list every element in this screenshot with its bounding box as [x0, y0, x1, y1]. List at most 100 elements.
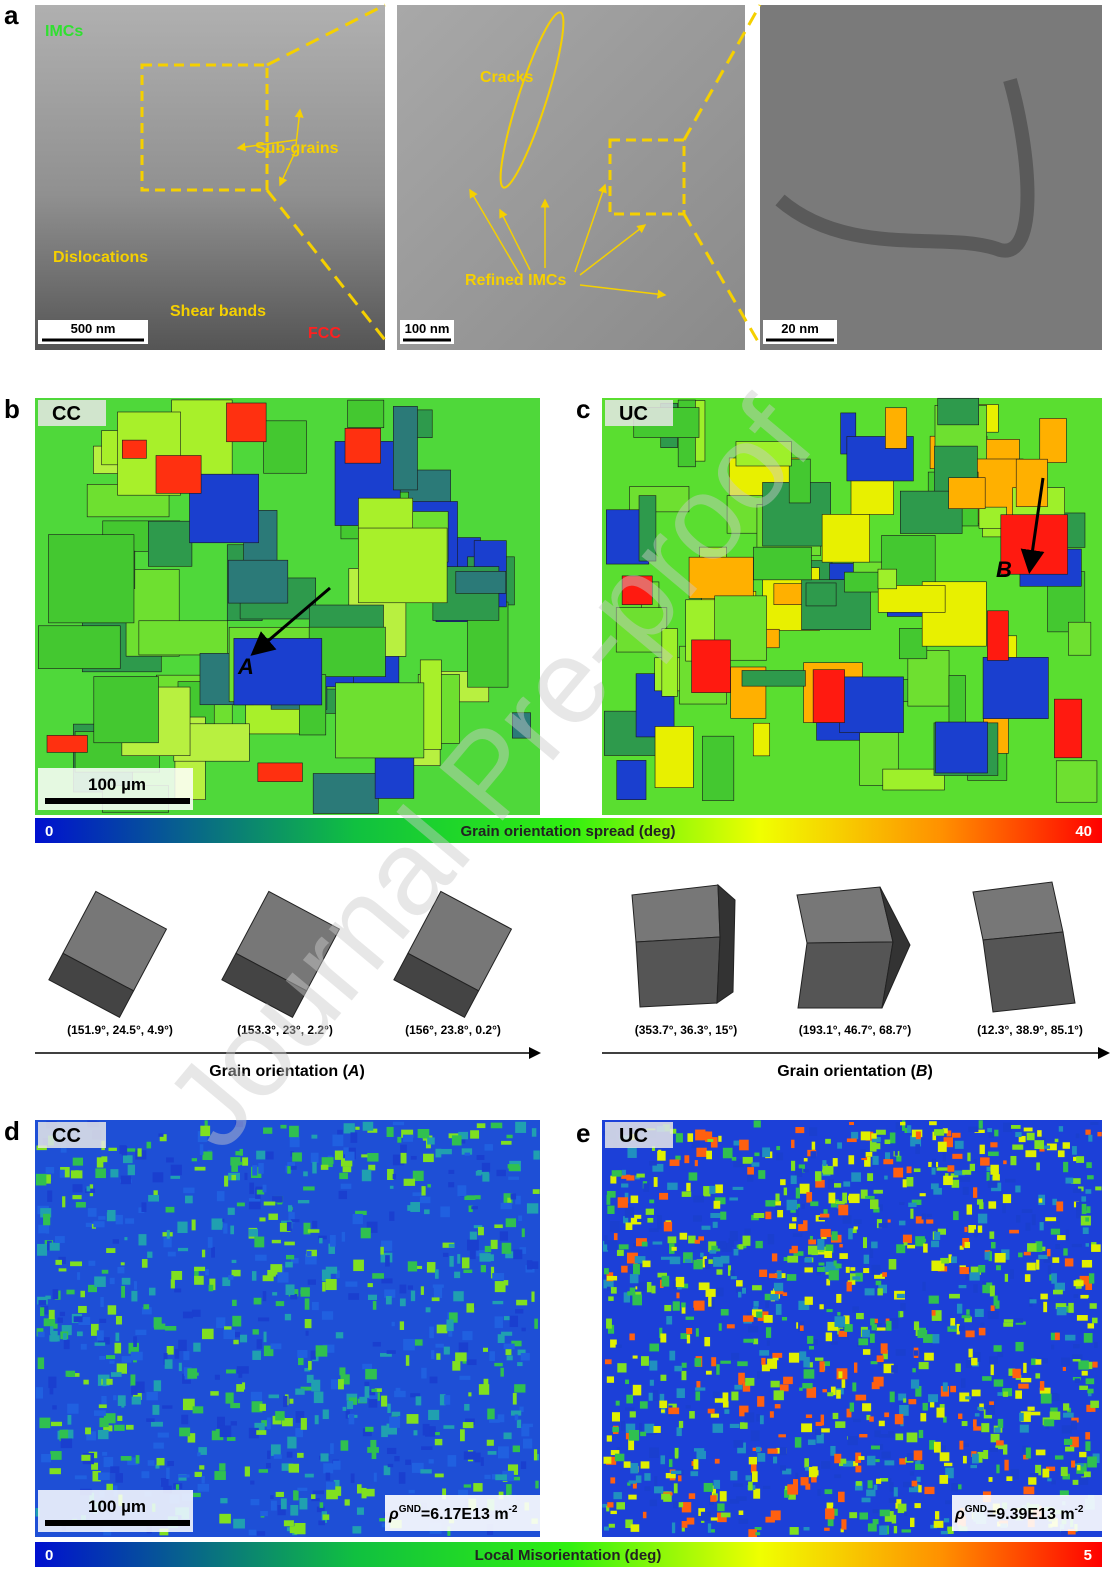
patch — [387, 1404, 390, 1413]
patch — [821, 1428, 830, 1432]
patch — [876, 1327, 886, 1330]
patch — [687, 1335, 690, 1344]
patch — [303, 1186, 315, 1190]
patch — [387, 1350, 396, 1354]
patch — [353, 1214, 363, 1224]
patch — [765, 1200, 775, 1206]
patch — [73, 1158, 83, 1166]
patch — [987, 1172, 990, 1181]
patch — [1086, 1378, 1095, 1384]
patch — [364, 1489, 374, 1497]
patch — [988, 1311, 999, 1319]
patch — [780, 1384, 789, 1391]
patch — [745, 1378, 754, 1386]
patch — [705, 1259, 708, 1265]
patch — [647, 1282, 651, 1292]
patch — [715, 1398, 725, 1402]
patch — [1052, 1394, 1060, 1401]
patch — [879, 1421, 885, 1427]
patch — [711, 1357, 716, 1366]
patch — [1063, 1367, 1066, 1371]
patch — [743, 1315, 754, 1321]
patch — [284, 1242, 295, 1246]
patch — [795, 1437, 802, 1448]
patch — [151, 1422, 163, 1427]
patch — [473, 1483, 482, 1492]
patch — [609, 1524, 615, 1528]
patch — [603, 1457, 611, 1464]
patch — [274, 1454, 282, 1458]
patch — [965, 1396, 971, 1399]
patch — [1055, 1244, 1060, 1249]
patch — [836, 1390, 841, 1399]
patch — [47, 735, 87, 752]
patch — [200, 1144, 204, 1155]
patch — [974, 1229, 977, 1237]
patch — [952, 1133, 961, 1138]
patch — [178, 1248, 188, 1251]
patch — [1063, 1162, 1068, 1172]
patch — [963, 1187, 969, 1195]
patch — [509, 1166, 520, 1171]
patch — [799, 1388, 803, 1391]
patch — [808, 1239, 816, 1244]
patch — [47, 1190, 52, 1201]
patch — [804, 1527, 810, 1530]
patch — [1036, 1162, 1040, 1170]
patch — [947, 1165, 954, 1171]
patch — [227, 1437, 236, 1441]
patch — [400, 1298, 406, 1306]
patch — [926, 1219, 933, 1223]
patch — [252, 1351, 261, 1360]
patch — [1071, 1461, 1075, 1468]
patch — [306, 1331, 309, 1336]
patch — [908, 1399, 916, 1404]
patch — [613, 1492, 622, 1499]
patch — [244, 1173, 247, 1180]
patch — [249, 1183, 254, 1195]
patch — [667, 1183, 677, 1190]
patch — [117, 1267, 124, 1273]
patch — [757, 1371, 760, 1378]
patch — [70, 1261, 82, 1266]
patch — [660, 1375, 666, 1381]
patch — [919, 1430, 923, 1438]
patch — [289, 1399, 293, 1404]
patch — [820, 1229, 830, 1237]
patch — [713, 1424, 724, 1433]
patch — [955, 1363, 960, 1371]
patch — [287, 1222, 292, 1231]
patch — [939, 1475, 948, 1484]
patch — [1018, 1384, 1028, 1389]
patch — [713, 1222, 718, 1228]
patch — [804, 1258, 812, 1262]
patch — [868, 1480, 873, 1488]
patch — [628, 1495, 636, 1500]
patch — [403, 1135, 413, 1142]
patch — [343, 1166, 352, 1172]
patch — [326, 1267, 337, 1274]
patch — [113, 1239, 119, 1243]
patch — [178, 1474, 190, 1477]
patch — [308, 1361, 312, 1370]
patch — [806, 1387, 816, 1398]
patch — [879, 1223, 888, 1228]
patch — [414, 1430, 418, 1435]
patch — [121, 1286, 125, 1298]
patch — [386, 1296, 392, 1304]
patch — [388, 1464, 394, 1467]
patch — [972, 1454, 979, 1464]
patch — [228, 1275, 233, 1280]
patch — [266, 1463, 271, 1468]
patch — [523, 1439, 532, 1449]
patch — [914, 1168, 921, 1172]
patch — [77, 1272, 80, 1280]
euler-angles: (156°, 23.8°, 0.2°) — [405, 1023, 501, 1037]
patch — [653, 1390, 659, 1401]
patch — [435, 1344, 443, 1348]
patch — [743, 1236, 751, 1246]
patch — [121, 1262, 125, 1265]
patch — [341, 1184, 352, 1189]
patch — [416, 1396, 422, 1405]
patch — [718, 1136, 721, 1142]
